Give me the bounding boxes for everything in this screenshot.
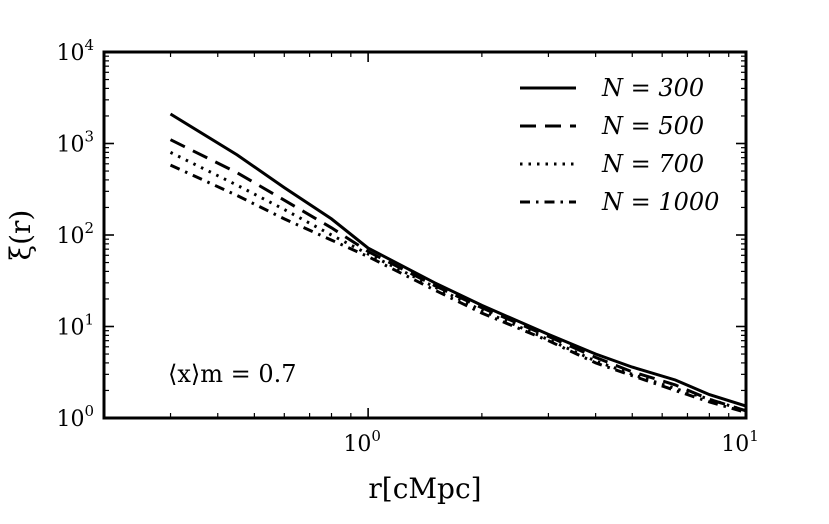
legend-label: N = 300 xyxy=(601,74,704,102)
y-tick-label: 101 xyxy=(56,311,94,341)
y-tick-label: 102 xyxy=(56,219,94,249)
x-axis-label: r[cMpc] xyxy=(368,472,481,505)
tick-labels: 100 101 100 101 102 103 104 xyxy=(56,36,758,457)
x-tick-label: 101 xyxy=(721,427,759,457)
y-tick-label: 100 xyxy=(56,402,94,432)
series-lines xyxy=(169,112,747,414)
y-tick-label: 104 xyxy=(56,36,94,66)
series-line xyxy=(169,138,747,413)
plot-frame xyxy=(102,50,748,420)
legend-label: N = 500 xyxy=(601,112,704,140)
series-line xyxy=(169,151,747,413)
y-tick-label: 103 xyxy=(56,128,94,158)
legend-label: N = 1000 xyxy=(601,188,719,216)
legend: N = 300 N = 500 N = 700 N = 1000 xyxy=(520,74,719,216)
series-line xyxy=(169,112,747,408)
x-tick-label: 100 xyxy=(343,427,381,457)
series-line xyxy=(169,163,747,414)
legend-label: N = 700 xyxy=(601,150,704,178)
y-axis-label: ξ(r) xyxy=(4,210,37,261)
annotation: ⟨x⟩m = 0.7 xyxy=(168,360,297,388)
